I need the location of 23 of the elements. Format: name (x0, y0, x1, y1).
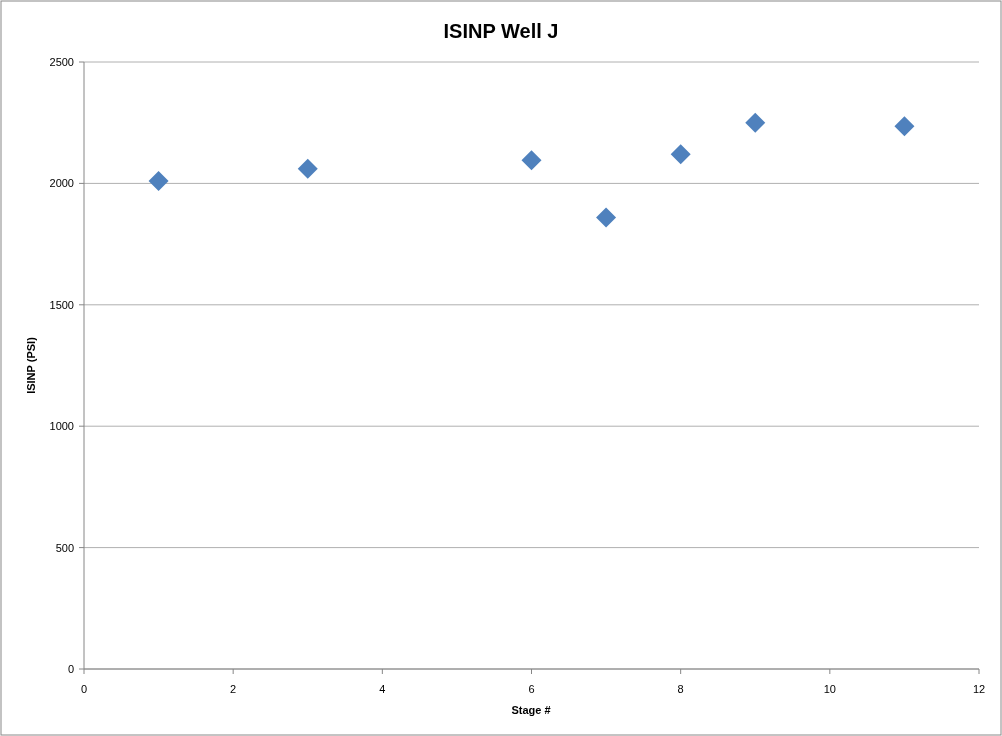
y-axis-title: ISINP (PSI) (25, 336, 37, 394)
point (596, 207, 617, 228)
point (297, 158, 318, 179)
x-tick-label: 4 (379, 683, 386, 695)
x-tick-label: 0 (80, 683, 88, 695)
y-tick-label: 1500 (49, 298, 74, 311)
y-tick-label: 2000 (49, 177, 74, 190)
x-tick-label: 10 (823, 683, 836, 695)
x-tick-label: 8 (677, 683, 684, 695)
x-tick-label: 2 (230, 683, 237, 695)
x-axis-title: Stage # (511, 704, 551, 716)
y-tick-label: 1000 (49, 420, 74, 433)
y-tick-label: 500 (55, 541, 74, 554)
chart-title: ISINP Well J (443, 20, 559, 42)
x-tick-label: 12 (972, 683, 986, 695)
y-tick-label: 0 (67, 663, 74, 675)
point (148, 170, 169, 191)
y-tick-label: 2500 (49, 56, 74, 68)
point (521, 150, 542, 171)
point (745, 112, 766, 133)
point (670, 144, 691, 165)
x-tick-label: 6 (528, 683, 535, 695)
point (894, 116, 915, 137)
